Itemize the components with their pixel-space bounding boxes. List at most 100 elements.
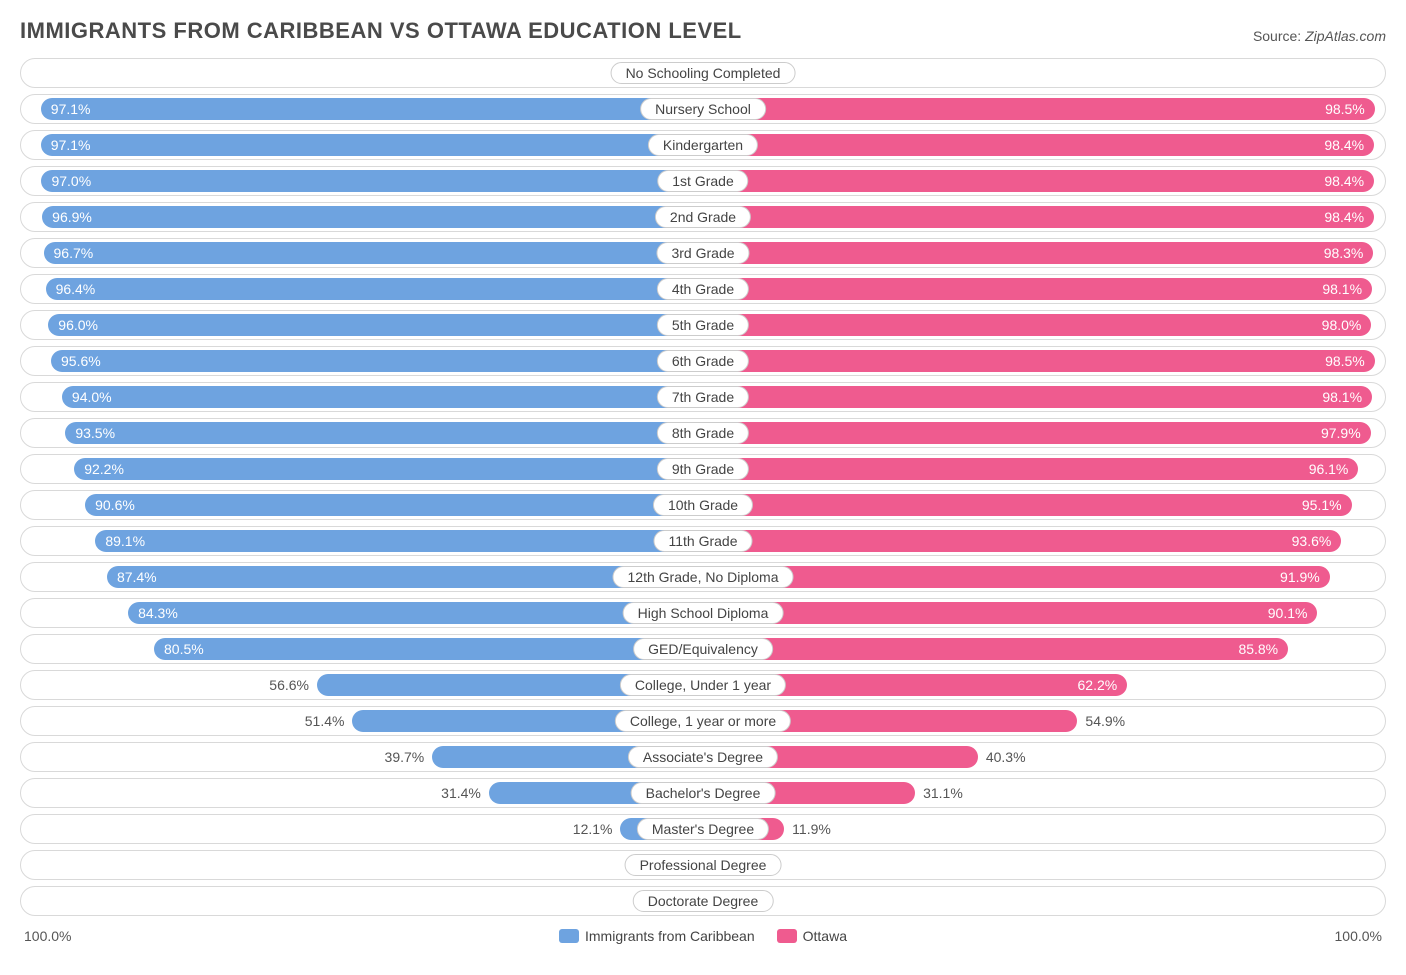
value-left: 89.1% <box>105 534 145 548</box>
bar-left: 97.1% <box>41 134 703 156</box>
bar-left: 96.9% <box>42 206 703 228</box>
value-right: 85.8% <box>1238 642 1278 656</box>
value-right: 91.9% <box>1280 570 1320 584</box>
value-left: 84.3% <box>138 606 178 620</box>
chart-row: 51.4% 54.9% College, 1 year or more <box>20 706 1386 736</box>
category-label: 9th Grade <box>657 458 749 480</box>
bar-right: 96.1% <box>703 458 1358 480</box>
value-right: 40.3% <box>986 750 1026 764</box>
legend-label-left: Immigrants from Caribbean <box>585 928 755 944</box>
legend-label-right: Ottawa <box>803 928 847 944</box>
bar-left: 95.6% <box>51 350 703 372</box>
chart-row: 97.1% 98.4%Kindergarten <box>20 130 1386 160</box>
category-label: Nursery School <box>640 98 766 120</box>
category-label: 10th Grade <box>653 494 753 516</box>
category-label: Professional Degree <box>625 854 782 876</box>
value-left: 97.1% <box>51 138 91 152</box>
chart-row: 96.7%98.3%3rd Grade <box>20 238 1386 268</box>
value-right: 54.9% <box>1085 714 1125 728</box>
chart-row: 2.9%1.6%No Schooling Completed <box>20 58 1386 88</box>
chart-row: 90.6% 95.1% 10th Grade <box>20 490 1386 520</box>
chart-container: IMMIGRANTS FROM CARIBBEAN VS OTTAWA EDUC… <box>0 0 1406 975</box>
chart-title: IMMIGRANTS FROM CARIBBEAN VS OTTAWA EDUC… <box>20 18 742 44</box>
chart-row: 1.3%1.6%Doctorate Degree <box>20 886 1386 916</box>
chart-row: 12.1%11.9%Master's Degree <box>20 814 1386 844</box>
chart-row: 87.4% 91.9% 12th Grade, No Diploma <box>20 562 1386 592</box>
source-attribution: Source: ZipAtlas.com <box>1253 28 1386 44</box>
bar-right: 98.4% <box>703 170 1374 192</box>
category-label: 5th Grade <box>657 314 749 336</box>
category-label: Doctorate Degree <box>633 890 774 912</box>
category-label: 4th Grade <box>657 278 749 300</box>
value-left: 92.2% <box>84 462 124 476</box>
bar-left: 97.1% <box>41 98 703 120</box>
source-value: ZipAtlas.com <box>1305 28 1386 44</box>
value-left: 96.0% <box>58 318 98 332</box>
bar-left: 89.1% <box>95 530 703 552</box>
bar-left: 92.2% <box>74 458 703 480</box>
category-label: College, 1 year or more <box>615 710 791 732</box>
legend-item-left: Immigrants from Caribbean <box>559 928 755 944</box>
value-left: 96.4% <box>56 282 96 296</box>
bar-right: 97.9% <box>703 422 1371 444</box>
chart-row: 95.6% 98.5% 6th Grade <box>20 346 1386 376</box>
category-label: 6th Grade <box>657 350 749 372</box>
value-right: 98.4% <box>1324 174 1364 188</box>
value-left: 95.6% <box>61 354 101 368</box>
legend-item-right: Ottawa <box>777 928 847 944</box>
chart-row: 97.1% 98.5% Nursery School <box>20 94 1386 124</box>
bar-right: 98.4% <box>703 134 1374 156</box>
value-left: 97.1% <box>51 102 91 116</box>
value-left: 96.9% <box>52 210 92 224</box>
category-label: 3rd Grade <box>656 242 749 264</box>
chart-row: 31.4%31.1%Bachelor's Degree <box>20 778 1386 808</box>
value-left: 97.0% <box>51 174 91 188</box>
chart-row: 94.0%98.1%7th Grade <box>20 382 1386 412</box>
legend: Immigrants from Caribbean Ottawa <box>559 928 847 944</box>
category-label: Master's Degree <box>637 818 769 840</box>
value-right: 62.2% <box>1078 678 1118 692</box>
value-right: 90.1% <box>1268 606 1308 620</box>
axis-max-left: 100.0% <box>24 928 71 944</box>
value-right: 95.1% <box>1302 498 1342 512</box>
value-right: 98.5% <box>1325 354 1365 368</box>
value-right: 11.9% <box>792 822 831 836</box>
value-left: 94.0% <box>72 390 112 404</box>
chart-row: 97.0% 98.4% 1st Grade <box>20 166 1386 196</box>
chart-row: 84.3% 90.1% High School Diploma <box>20 598 1386 628</box>
category-label: Associate's Degree <box>628 746 778 768</box>
value-left: 56.6% <box>269 678 309 692</box>
category-label: College, Under 1 year <box>620 674 786 696</box>
bar-right: 98.4% <box>703 206 1374 228</box>
bar-right: 95.1% <box>703 494 1352 516</box>
bar-right: 98.5% <box>703 98 1375 120</box>
category-label: High School Diploma <box>623 602 784 624</box>
category-label: Kindergarten <box>648 134 758 156</box>
bar-left: 96.4% <box>46 278 703 300</box>
bar-left: 80.5% <box>154 638 703 660</box>
value-right: 98.1% <box>1322 282 1362 296</box>
value-left: 51.4% <box>305 714 345 728</box>
bar-right: 98.1% <box>703 278 1372 300</box>
value-right: 98.4% <box>1324 210 1364 224</box>
value-right: 98.0% <box>1322 318 1362 332</box>
chart-row: 3.5%3.4%Professional Degree <box>20 850 1386 880</box>
legend-row: 100.0% Immigrants from Caribbean Ottawa … <box>20 922 1386 950</box>
bar-right: 93.6% <box>703 530 1341 552</box>
value-left: 90.6% <box>95 498 135 512</box>
value-left: 93.5% <box>75 426 115 440</box>
category-label: No Schooling Completed <box>611 62 796 84</box>
value-right: 98.3% <box>1324 246 1364 260</box>
value-right: 98.5% <box>1325 102 1365 116</box>
chart-row: 96.9%98.4%2nd Grade <box>20 202 1386 232</box>
bar-right: 98.3% <box>703 242 1373 264</box>
bar-left: 84.3% <box>128 602 703 624</box>
category-label: 12th Grade, No Diploma <box>613 566 794 588</box>
bar-right: 91.9% <box>703 566 1330 588</box>
value-right: 93.6% <box>1292 534 1332 548</box>
value-left: 87.4% <box>117 570 157 584</box>
category-label: 1st Grade <box>657 170 748 192</box>
chart-row: 96.0% 98.0% 5th Grade <box>20 310 1386 340</box>
bar-right: 85.8% <box>703 638 1288 660</box>
bar-left: 97.0% <box>41 170 703 192</box>
